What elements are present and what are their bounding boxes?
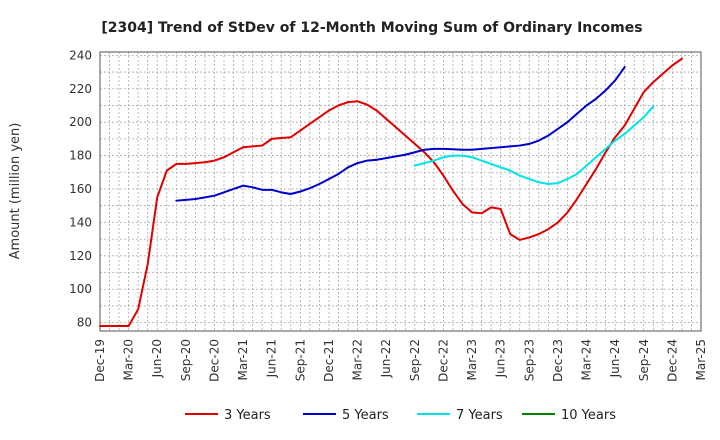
- y-tick-label: 140: [69, 215, 92, 229]
- y-tick-label: 240: [69, 48, 92, 62]
- chart-title: [2304] Trend of StDev of 12-Month Moving…: [101, 20, 642, 36]
- y-tick-label: 100: [69, 282, 92, 296]
- x-tick-label: Dec-21: [322, 339, 336, 382]
- y-tick-label: 120: [69, 249, 92, 263]
- x-tick-label: Jun-22: [379, 339, 393, 378]
- x-tick-label: Jun-20: [150, 339, 164, 378]
- y-tick-label: 180: [69, 149, 92, 163]
- x-tick-label: Jun-24: [608, 339, 622, 378]
- y-tick-label: 160: [69, 182, 92, 196]
- y-axis-label: Amount (million yen): [8, 123, 23, 260]
- x-tick-label: Mar-22: [351, 339, 365, 380]
- x-tick-label: Sep-22: [408, 339, 422, 381]
- x-tick-label: Mar-21: [236, 339, 250, 380]
- y-tick-label: 200: [69, 115, 92, 129]
- legend-label-3-years: 3 Years: [224, 408, 271, 423]
- x-tick-label: Dec-19: [93, 339, 107, 382]
- x-tick-label: Dec-20: [207, 339, 221, 382]
- legend-label-10-years: 10 Years: [561, 408, 616, 423]
- plot-frame: [99, 51, 702, 332]
- y-tick-label: 220: [69, 82, 92, 96]
- x-tick-label: Dec-23: [551, 339, 565, 382]
- x-tick-label: Sep-24: [637, 339, 651, 381]
- plot-area: 80 100 120 140 160 180 200 220 240 Dec-19 Mar-20 Ju…: [69, 48, 708, 381]
- x-tick-label: Mar-20: [122, 339, 136, 380]
- legend-label-5-years: 5 Years: [342, 408, 389, 423]
- x-tick-label: Sep-20: [179, 339, 193, 381]
- series-line-5-years: [175, 66, 626, 202]
- x-tick-label: Mar-25: [694, 339, 708, 380]
- plot-background: [100, 52, 701, 331]
- x-tick-label: Jun-23: [494, 339, 508, 378]
- x-tick-label: Sep-21: [293, 339, 307, 381]
- x-tick-label: Mar-24: [580, 339, 594, 380]
- x-tick-label: Sep-23: [522, 339, 536, 381]
- series-line-7-years: [413, 105, 655, 185]
- legend-label-7-years: 7 Years: [456, 408, 503, 423]
- y-tick-label: 80: [77, 316, 92, 330]
- series-line-3-years: [99, 57, 683, 327]
- x-tick-label: Dec-24: [665, 339, 679, 382]
- x-tick-label: Dec-22: [436, 339, 450, 382]
- legend: 3 Years 5 Years 7 Years 10 Years: [185, 408, 616, 423]
- x-tick-label: Jun-21: [265, 339, 279, 378]
- x-tick-label: Mar-23: [465, 339, 479, 380]
